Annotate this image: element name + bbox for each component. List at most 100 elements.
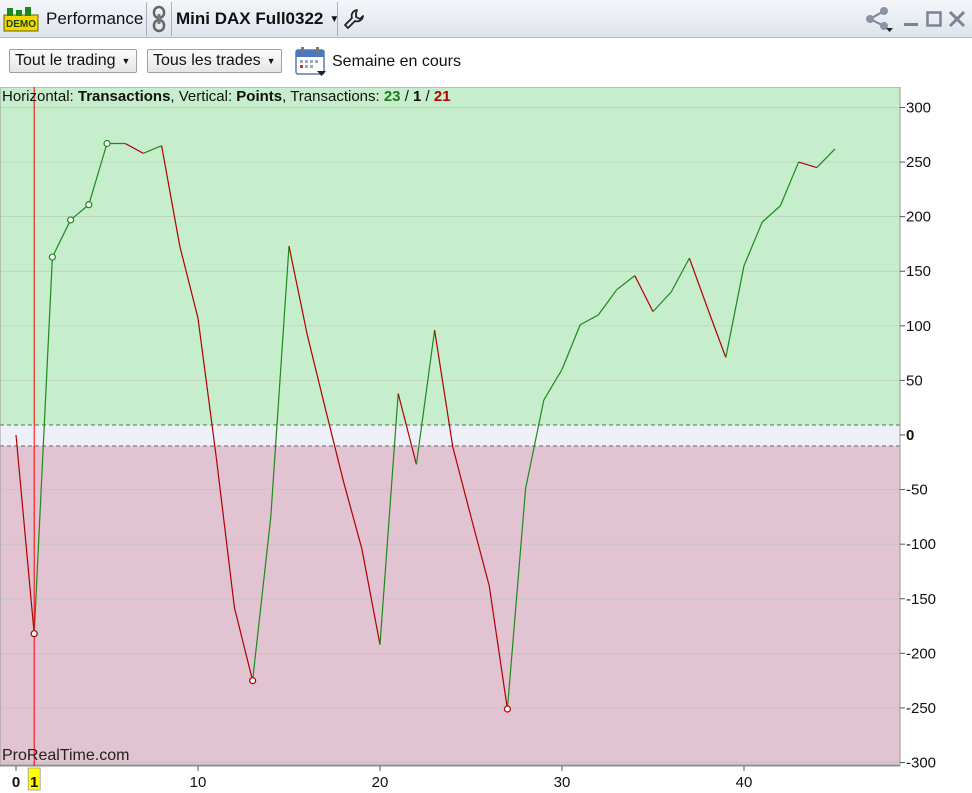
cursor-badge[interactable] (27, 767, 41, 791)
y-tick-label: 0 (906, 427, 914, 444)
maximize-icon[interactable] (926, 10, 942, 28)
y-axis: 300 250 200 150 100 50 0 -50 -100 -150 -200 -250 -30… (900, 99, 936, 772)
falling-segment (15, 434, 35, 634)
rising-segment (543, 369, 563, 401)
x-tick-label: 40 (736, 774, 753, 791)
y-tick-label: -100 (906, 536, 936, 553)
gridlines (0, 107, 900, 763)
y-tick-label: 50 (906, 372, 923, 389)
calendar-icon[interactable] (295, 45, 327, 77)
wrench-settings-icon[interactable] (343, 8, 365, 30)
cursor[interactable]: 1 (27, 87, 41, 791)
legend-neutral: 1 (413, 88, 422, 105)
legend-vertical-prefix: , Vertical: (170, 88, 237, 105)
falling-segment (124, 142, 144, 154)
gain-marker (85, 201, 93, 209)
loss-marker (249, 677, 257, 685)
falling-segment (306, 334, 326, 409)
title-bar: DEMO Performance Mini DAX Full0322 ▼ (0, 0, 972, 38)
falling-segment (179, 245, 199, 319)
minimize-icon[interactable] (903, 10, 919, 28)
rising-segment (816, 148, 836, 168)
y-tick-label: 250 (906, 154, 931, 171)
separator (171, 2, 172, 36)
rising-segment (379, 393, 399, 645)
rising-segment (88, 143, 108, 205)
falling-segment (324, 408, 345, 483)
rising-segment (525, 399, 545, 489)
instrument-selector[interactable]: Mini DAX Full0322 ▼ (176, 0, 339, 38)
falling-segment (397, 393, 417, 465)
loss-zone (0, 446, 900, 765)
rising-segment (270, 246, 290, 517)
falling-segment (798, 161, 817, 169)
rising-segment (725, 265, 745, 358)
falling-segment (470, 516, 490, 586)
neutral-band (0, 425, 900, 446)
x-tick-label: 0 (12, 774, 20, 791)
falling-segment (343, 481, 363, 549)
rising-segment (670, 257, 690, 293)
equity-curve (15, 142, 836, 710)
loss-marker (30, 630, 38, 638)
chevron-down-icon: ▼ (329, 13, 340, 25)
falling-segment (197, 318, 217, 457)
rising-segment (652, 291, 672, 313)
x-axis: 0 10 20 30 40 (12, 766, 753, 791)
y-tick-label: -250 (906, 700, 936, 717)
x-axis-strip (0, 766, 972, 793)
y-tick-label: 150 (906, 263, 931, 280)
rising-segment (70, 204, 90, 221)
rising-segment (506, 488, 527, 710)
legend-sep: / (421, 88, 434, 105)
rising-segment (561, 324, 581, 370)
toolbar: Tout le trading ▼ Tous les trades ▼ Sema… (0, 39, 972, 86)
y-tick-label: -150 (906, 591, 936, 608)
y-tick-label: 300 (906, 99, 931, 116)
share-icon[interactable] (864, 6, 894, 32)
gain-marker (66, 216, 75, 224)
y-tick-label: -50 (906, 482, 928, 499)
legend-vertical-value: Points (236, 88, 283, 105)
gain-marker (48, 253, 57, 261)
rising-segment (415, 330, 436, 465)
watermark-text: ProRealTime.com (2, 747, 130, 764)
legend-sep: / (400, 88, 414, 105)
rising-segment (33, 257, 53, 634)
rising-segment (616, 275, 636, 291)
chevron-down-icon: ▼ (121, 56, 131, 66)
trading-scope-dropdown[interactable]: Tout le trading ▼ (9, 49, 137, 73)
trades-filter-value: Tous les trades (153, 52, 261, 69)
legend-transactions-prefix: , Transactions: (282, 88, 384, 105)
rising-segment (779, 161, 800, 206)
falling-segment (233, 607, 254, 681)
legend-wins: 23 (383, 88, 401, 105)
gain-marker (103, 139, 111, 148)
loss-marker (503, 705, 511, 713)
rising-segment (761, 205, 781, 223)
rising-segment (51, 219, 72, 258)
rising-segment (597, 289, 618, 316)
falling-segment (434, 330, 454, 448)
y-tick-label: 100 (906, 318, 931, 335)
rising-segment (143, 145, 162, 154)
y-tick-label: 200 (906, 209, 931, 226)
trades-filter-dropdown[interactable]: Tous les trades ▼ (147, 49, 282, 73)
performance-chart: 1 300250200150100500-50-100-150-200-250-… (0, 87, 972, 793)
cursor-badge-label: 1 (30, 774, 38, 791)
chart-legend: Horizontal: Transactions, Vertical: Poin… (2, 88, 451, 105)
falling-segment (361, 548, 381, 645)
x-tick-label: 30 (554, 774, 571, 791)
legend-horizontal-prefix: Horizontal: (2, 88, 78, 105)
close-icon[interactable] (948, 10, 966, 28)
gain-zone (0, 87, 900, 425)
falling-segment (161, 145, 181, 247)
legend-horizontal-value: Transactions (77, 88, 171, 105)
falling-segment (488, 585, 508, 710)
link-chain-icon[interactable] (151, 5, 167, 33)
separator (337, 2, 338, 36)
period-label[interactable]: Semaine en cours (332, 53, 461, 70)
module-title: Performance (46, 9, 144, 28)
rising-segment (579, 314, 599, 326)
separator (146, 2, 147, 36)
